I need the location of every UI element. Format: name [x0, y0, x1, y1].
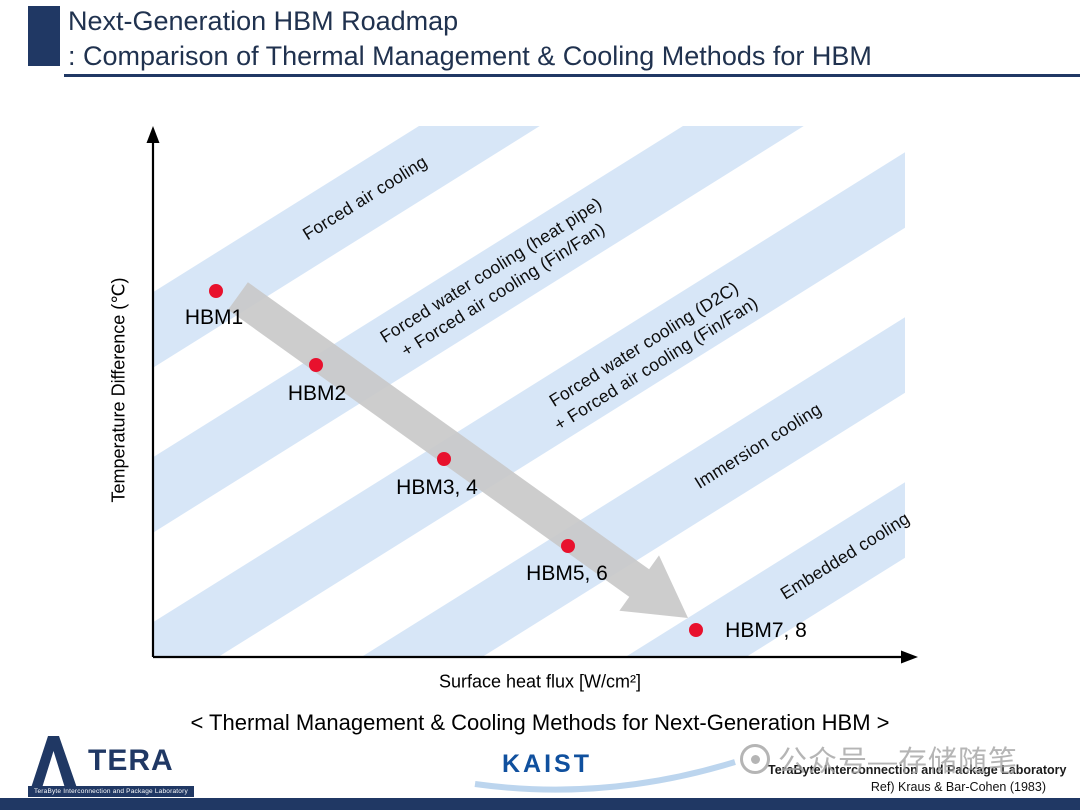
x-axis-arrowhead	[901, 650, 918, 664]
kaist-logo: KAIST	[470, 748, 740, 796]
header-divider	[64, 74, 1080, 77]
bottom-accent-bar	[0, 798, 1080, 810]
data-point-hbm1	[209, 284, 223, 298]
watermark: 公众号—存储随笔	[740, 738, 1018, 780]
point-label-hbm34: HBM3, 4	[396, 476, 478, 499]
cooling-band-2	[153, 126, 804, 533]
cooling-band-4	[361, 317, 905, 657]
cooling-band-5	[625, 482, 905, 657]
slide-subtitle: : Comparison of Thermal Management & Coo…	[68, 41, 872, 71]
watermark-text: 公众号—存储随笔	[778, 746, 1019, 778]
lab-name: TeraByte Interconnection and Package Lab…	[768, 763, 1067, 777]
trend-arrow	[228, 282, 688, 618]
point-label-hbm56: HBM5, 6	[526, 562, 608, 585]
data-point-hbm56	[561, 539, 575, 553]
kaist-swoosh-icon	[474, 759, 736, 793]
tera-lambda-icon	[31, 736, 77, 788]
cooling-bands	[153, 126, 905, 657]
slide-title: Next-Generation HBM Roadmap	[68, 6, 459, 36]
tera-logo: TERA	[28, 732, 174, 790]
point-label-hbm1: HBM1	[184, 306, 244, 329]
watermark-camera-icon	[740, 744, 770, 774]
x-axis-label: Surface heat flux [W/cm²]	[438, 671, 642, 692]
point-label-hbm78: HBM7, 8	[725, 619, 807, 642]
y-axis-label: Temperature Difference (℃)	[108, 277, 129, 503]
data-point-hbm2	[309, 358, 323, 372]
reference-citation: Ref) Kraus & Bar-Cohen (1983)	[870, 780, 1046, 794]
cooling-band-3	[153, 152, 905, 657]
footer-lab-line: TeraByte Interconnection and Package Lab…	[768, 762, 1080, 777]
cooling-band-1	[153, 126, 540, 368]
tera-logo-subtitle: TeraByte Interconnection and Package Lab…	[28, 786, 194, 797]
y-axis-arrowhead	[146, 126, 160, 143]
chart-caption: < Thermal Management & Cooling Methods f…	[190, 710, 890, 735]
kaist-logo-text: KAIST	[502, 750, 592, 778]
point-label-hbm2: HBM2	[287, 382, 347, 405]
data-point-hbm78	[689, 623, 703, 637]
cooling-roadmap-chart	[146, 126, 918, 664]
header-accent-square	[28, 6, 60, 66]
tera-logo-text: TERA	[88, 744, 174, 777]
data-point-hbm34	[437, 452, 451, 466]
